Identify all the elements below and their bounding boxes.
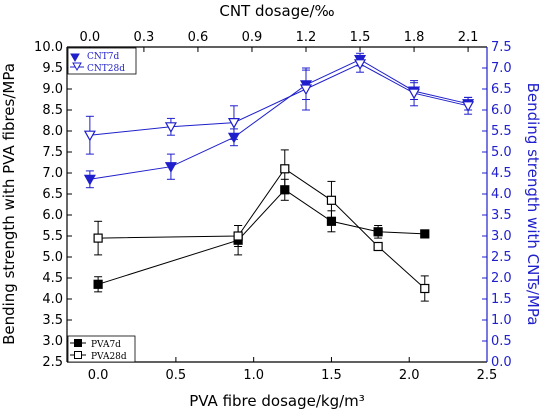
y-left-axis-title: Bending strength with PVA fibres/MPa — [0, 63, 18, 345]
y-left-tick-label: 5.5 — [42, 229, 63, 244]
y-right-tick-label: 5.5 — [491, 124, 512, 139]
legend-cnt: CNT7d CNT28d — [67, 47, 137, 75]
y-left-tick-label: 7.5 — [42, 145, 63, 160]
y-left-tick-label: 8.5 — [42, 103, 63, 118]
y-right-tick-label: 2.5 — [491, 250, 512, 265]
x-top-axis-title: CNT dosage/‰ — [219, 2, 334, 20]
series-line-pva7d — [97, 189, 425, 285]
legend-cnt7d-label: CNT7d — [87, 52, 119, 62]
y-right-tick-label: 3.0 — [491, 229, 512, 244]
y-right-tick-label: 7.0 — [491, 61, 512, 76]
x-top-tick-label: 0.0 — [80, 30, 101, 45]
x-top-tick-label: 1.5 — [350, 30, 371, 45]
x-bottom-tick-label: 2.5 — [477, 368, 498, 383]
series-pva28d — [93, 149, 430, 302]
x-top-tick-label: 0.3 — [134, 30, 155, 45]
y-left-tick-label: 8.0 — [42, 124, 63, 139]
data-point — [280, 164, 290, 174]
series-line-pva28d — [98, 168, 426, 289]
data-point — [373, 241, 383, 252]
x-bottom-axis-title: PVA fibre dosage/kg/m³ — [189, 392, 365, 410]
x-top-tick-label: 0.9 — [242, 30, 263, 45]
y-right-axis-title: Bending strength with CNTs/MPa — [524, 83, 540, 326]
y-right-tick-label: 4.0 — [491, 187, 512, 202]
legend-pva7d-marker — [74, 339, 82, 347]
data-point — [164, 122, 177, 134]
y-left-tick-label: 4.0 — [42, 292, 63, 307]
legend-pva: PVA7d PVA28d — [67, 335, 136, 363]
data-point — [326, 195, 337, 205]
y-left-tick-label: 6.0 — [42, 208, 63, 223]
x-bottom-tick-label: 1.0 — [243, 368, 264, 383]
data-point — [164, 162, 177, 173]
data-point — [420, 229, 430, 239]
data-point — [83, 130, 96, 142]
y-left-tick-label: 7.0 — [42, 166, 63, 181]
y-right-tick-label: 5.0 — [491, 145, 512, 160]
legend-cnt-box — [67, 47, 137, 75]
legend-cnt7d-marker — [70, 53, 80, 63]
data-point — [462, 101, 475, 113]
y-right-tick-label: 1.0 — [491, 313, 512, 328]
x-top-tick-label: 2.1 — [458, 30, 479, 45]
x-bottom-tick-label: 0.5 — [166, 368, 187, 383]
y-left-tick-label: 9.0 — [42, 82, 63, 97]
y-right-tick-label: 0.0 — [491, 355, 512, 370]
data-point — [299, 84, 313, 96]
ticks-group: 2.5 3.0 3.5 4.0 4.5 5.0 5.5 6.0 6.5 7.0 7.5 8.0 8.5 9… — [34, 30, 512, 383]
y-right-tick-label: 7.5 — [491, 40, 512, 55]
x-top-tick-label: 0.6 — [188, 30, 209, 45]
legend-cnt28d-label: CNT28d — [87, 64, 125, 74]
legend-pva28d-marker — [74, 351, 82, 359]
y-left-tick-label: 9.5 — [42, 61, 63, 76]
data-point — [227, 118, 240, 129]
x-top-tick-label: 1.2 — [296, 30, 317, 45]
legend-pva28d-label: PVA28d — [91, 352, 127, 362]
y-right-tick-label: 6.5 — [491, 82, 512, 97]
y-left-tick-label: 3.0 — [42, 334, 63, 349]
data-point — [93, 279, 103, 289]
data-point — [373, 227, 383, 237]
y-right-tick-label: 4.5 — [491, 166, 512, 181]
y-left-tick-label: 2.5 — [42, 355, 63, 370]
y-right-tick-label: 3.5 — [491, 208, 512, 223]
y-left-tick-label: 5.0 — [42, 250, 63, 265]
x-bottom-tick-label: 1.5 — [321, 368, 342, 383]
data-point — [233, 231, 243, 241]
legend-pva7d-label: PVA7d — [91, 340, 121, 350]
y-right-tick-label: 2.0 — [491, 271, 512, 286]
y-right-tick-label: 0.5 — [491, 334, 512, 349]
y-right-tick-label: 6.0 — [491, 103, 512, 118]
x-bottom-tick-label: 0.0 — [88, 368, 109, 383]
y-left-tick-label: 10.0 — [34, 40, 63, 55]
data-point — [420, 283, 430, 294]
series-group — [83, 52, 475, 302]
y-left-tick-label: 4.5 — [42, 271, 63, 286]
y-left-tick-label: 6.5 — [42, 187, 63, 202]
x-top-tick-label: 1.8 — [404, 30, 425, 45]
series-cnt28d — [83, 54, 475, 155]
data-point — [408, 88, 421, 100]
legend-cnt28d-marker — [72, 62, 82, 72]
x-bottom-tick-label: 2.0 — [399, 368, 420, 383]
y-left-tick-label: 3.5 — [42, 313, 63, 328]
data-point — [354, 59, 367, 71]
y-right-tick-label: 1.5 — [491, 292, 512, 307]
data-point — [83, 174, 96, 186]
data-point — [93, 233, 103, 243]
